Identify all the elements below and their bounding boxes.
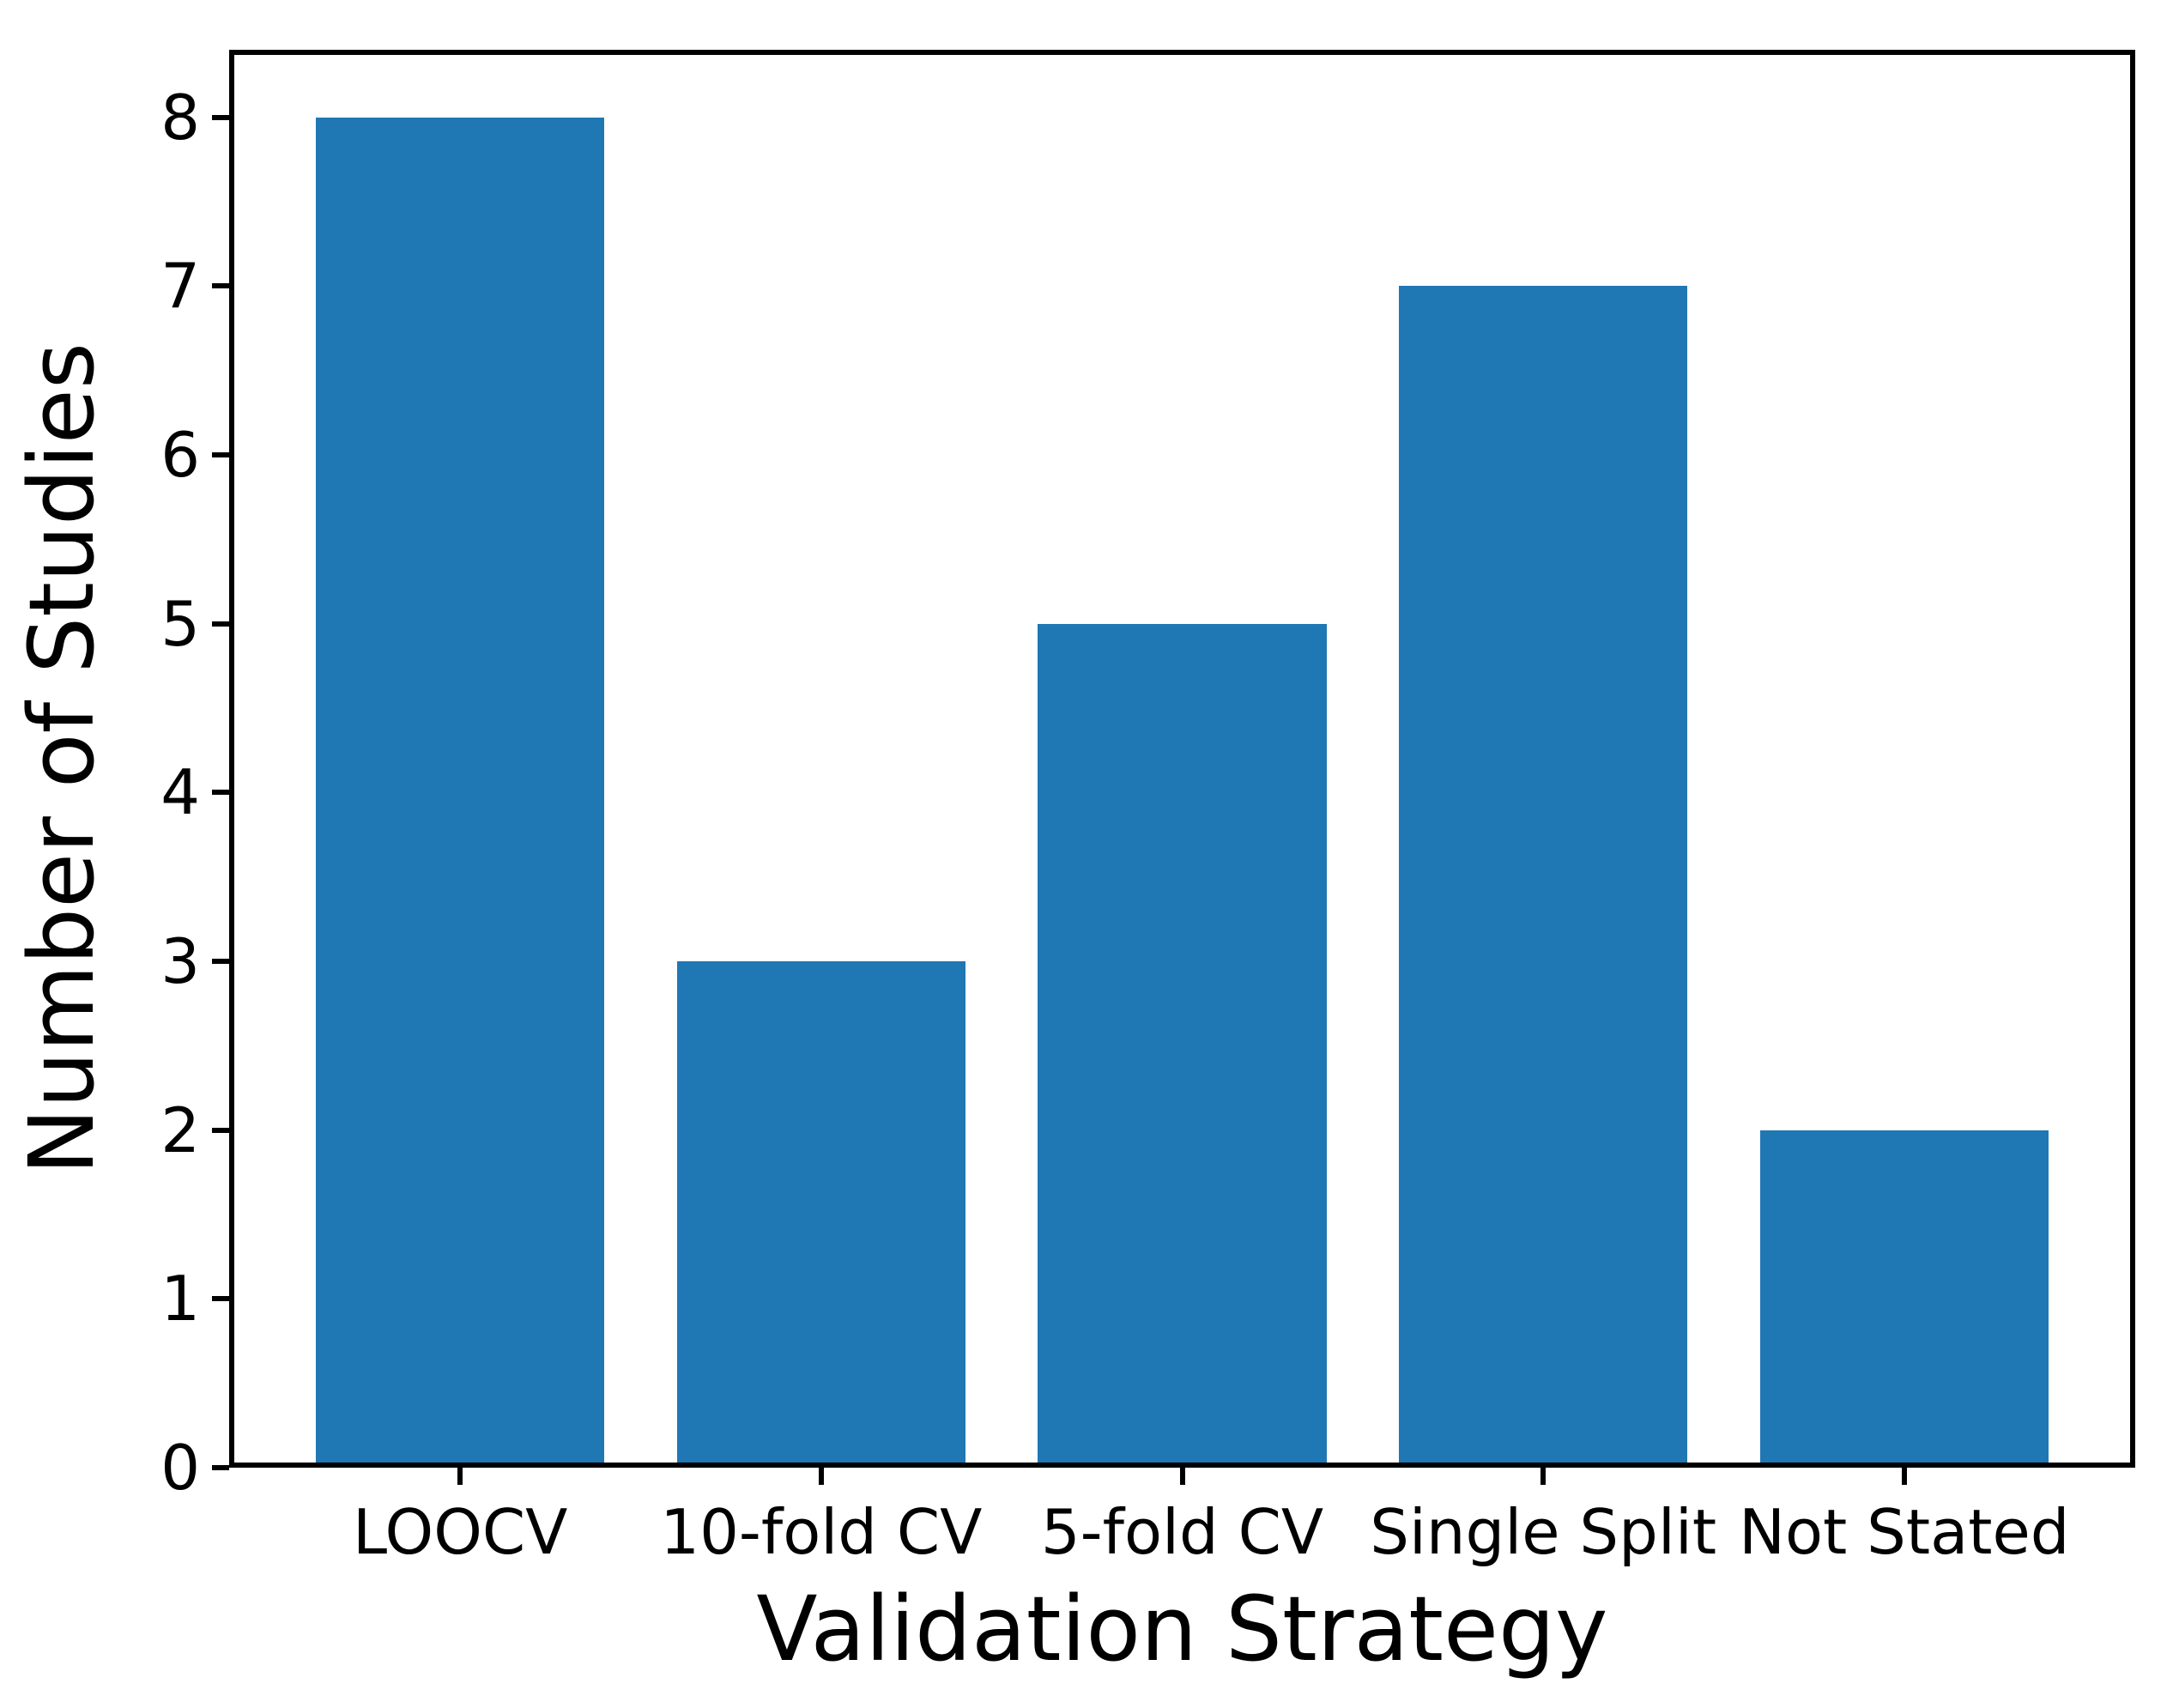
x-tick-label-10-fold-cv: 10-fold CV bbox=[660, 1496, 983, 1568]
x-tick-label-5-fold-cv: 5-fold CV bbox=[1040, 1496, 1324, 1568]
y-tick-label-6: 6 bbox=[160, 419, 200, 491]
y-tick-label-4: 4 bbox=[160, 756, 200, 829]
x-axis-label: Validation Strategy bbox=[756, 1577, 1608, 1681]
y-tick-label-0: 0 bbox=[160, 1432, 200, 1504]
x-tick-mark-10-fold-cv bbox=[818, 1468, 824, 1485]
y-tick-mark-7 bbox=[212, 283, 229, 289]
bar-not-stated bbox=[1759, 1130, 2049, 1468]
y-tick-label-1: 1 bbox=[160, 1263, 200, 1336]
bar-10-fold-cv bbox=[676, 961, 966, 1468]
x-tick-mark-single-split bbox=[1540, 1468, 1546, 1485]
x-tick-label-single-split: Single Split bbox=[1370, 1496, 1717, 1568]
y-tick-mark-5 bbox=[212, 621, 229, 627]
y-tick-mark-2 bbox=[212, 1127, 229, 1133]
y-tick-label-3: 3 bbox=[160, 925, 200, 997]
x-tick-mark-loocv bbox=[457, 1468, 463, 1485]
y-tick-mark-8 bbox=[212, 114, 229, 120]
y-tick-label-8: 8 bbox=[160, 81, 200, 154]
y-tick-mark-3 bbox=[212, 959, 229, 964]
y-tick-mark-1 bbox=[212, 1296, 229, 1302]
y-tick-mark-6 bbox=[212, 452, 229, 457]
bar-loocv bbox=[315, 117, 605, 1468]
bar-single-split bbox=[1398, 286, 1688, 1468]
y-tick-mark-0 bbox=[212, 1465, 229, 1470]
bar-5-fold-cv bbox=[1038, 623, 1327, 1468]
x-tick-label-loocv: LOOCV bbox=[352, 1496, 568, 1568]
y-tick-label-7: 7 bbox=[160, 250, 200, 323]
y-tick-mark-4 bbox=[212, 790, 229, 796]
y-tick-label-2: 2 bbox=[160, 1093, 200, 1166]
x-tick-mark-5-fold-cv bbox=[1179, 1468, 1185, 1485]
y-tick-label-5: 5 bbox=[160, 587, 200, 660]
x-tick-label-not-stated: Not Stated bbox=[1739, 1496, 2070, 1568]
x-tick-mark-not-stated bbox=[1901, 1468, 1907, 1485]
